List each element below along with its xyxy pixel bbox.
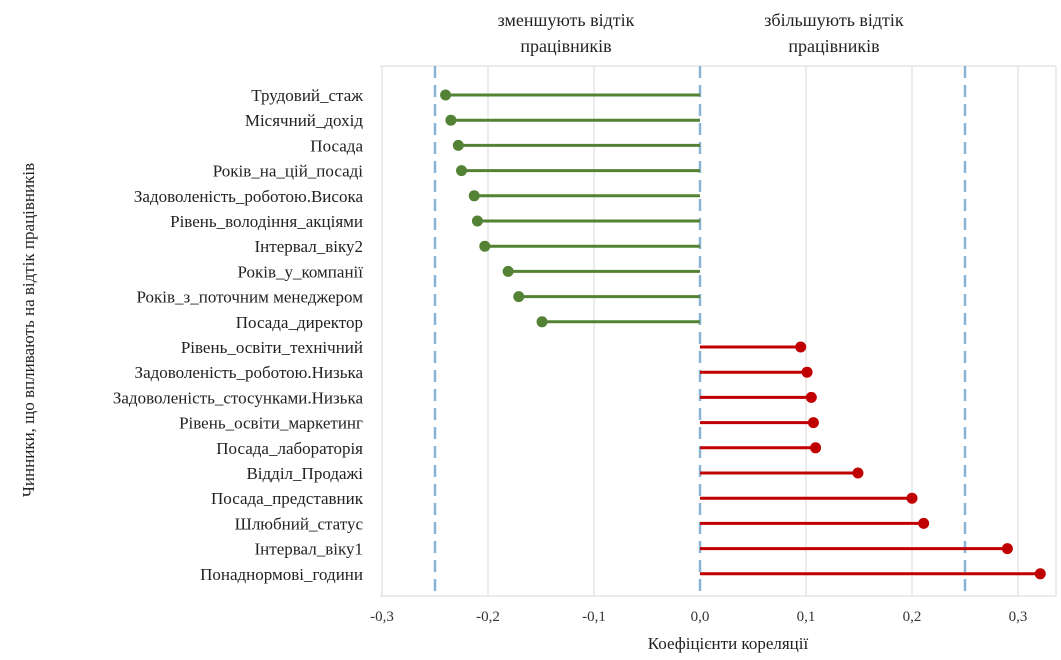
point	[513, 291, 525, 303]
point	[456, 165, 467, 177]
point	[1034, 568, 1046, 580]
category-label: Відділ_Продажі	[246, 464, 363, 483]
point	[801, 366, 813, 378]
category-label: Понаднормові_години	[200, 565, 363, 584]
x-tick-label: 0,3	[1009, 609, 1028, 625]
x-tick-label: 0,1	[797, 609, 816, 625]
point	[1001, 543, 1013, 555]
category-label: Рівень_володіння_акціями	[170, 212, 363, 231]
x-tick-label: -0,1	[582, 609, 606, 625]
grid-layer	[380, 65, 1057, 597]
stems	[445, 93, 1041, 576]
category-label: Років_у_компанії	[237, 262, 363, 281]
header-left-line1: зменшують відтік	[498, 10, 635, 30]
point	[502, 265, 514, 277]
category-label: Посада_лабораторія	[216, 439, 363, 458]
point	[479, 240, 491, 252]
category-label: Задоволеність_роботою.Висока	[134, 187, 364, 206]
x-tick-label: 0,0	[691, 609, 710, 625]
point	[468, 190, 480, 202]
point	[918, 517, 930, 529]
point	[810, 442, 822, 454]
category-label: Посада_представник	[211, 489, 364, 508]
point	[452, 139, 464, 151]
point	[852, 467, 864, 479]
category-label: Рівень_освіти_маркетинг	[179, 414, 363, 433]
x-tick-labels: -0,3 -0,2 -0,1 0,0 0,1 0,2 0,3	[370, 609, 1027, 625]
x-tick-label: 0,2	[903, 609, 922, 625]
point	[471, 215, 483, 227]
category-labels: Трудовий_стаж Місячний_дохід Посада Років_н…	[113, 86, 364, 584]
category-label: Рівень_освіти_технічний	[181, 338, 363, 357]
point	[807, 417, 819, 429]
category-label: Посада	[310, 136, 363, 155]
header-right: збільшують відтік працівників	[764, 10, 904, 56]
category-label: Шлюбний_статус	[235, 514, 364, 533]
point	[440, 89, 452, 101]
category-label: Років_на_цій_посаді	[213, 162, 364, 181]
x-axis-title: Коефіцієнти кореляції	[648, 634, 809, 653]
category-label: Інтервал_віку1	[255, 540, 363, 559]
reference-lines	[433, 66, 967, 596]
category-label: Місячний_дохід	[245, 111, 363, 130]
points	[440, 89, 1046, 580]
header-right-line1: збільшують відтік	[764, 10, 904, 30]
header-right-line2: працівників	[788, 36, 879, 56]
header-left-line2: працівників	[520, 36, 611, 56]
y-axis-title: Чинники, що впливають на відтік працівни…	[19, 163, 38, 497]
header-left: зменшують відтік працівників	[498, 10, 635, 56]
category-label: Трудовий_стаж	[251, 86, 363, 105]
category-label: Посада_директор	[236, 313, 363, 332]
category-label: Років_з_поточним менеджером	[136, 288, 363, 307]
category-label: Задоволеність_стосунками.Низька	[113, 388, 364, 407]
category-label: Задоволеність_роботою.Низька	[135, 363, 364, 382]
point	[445, 114, 457, 126]
category-label: Інтервал_віку2	[255, 237, 363, 256]
x-tick-label: -0,2	[476, 609, 500, 625]
point	[536, 316, 548, 328]
point	[805, 391, 817, 403]
point	[906, 492, 918, 504]
x-tick-label: -0,3	[370, 609, 394, 625]
point	[795, 341, 807, 353]
